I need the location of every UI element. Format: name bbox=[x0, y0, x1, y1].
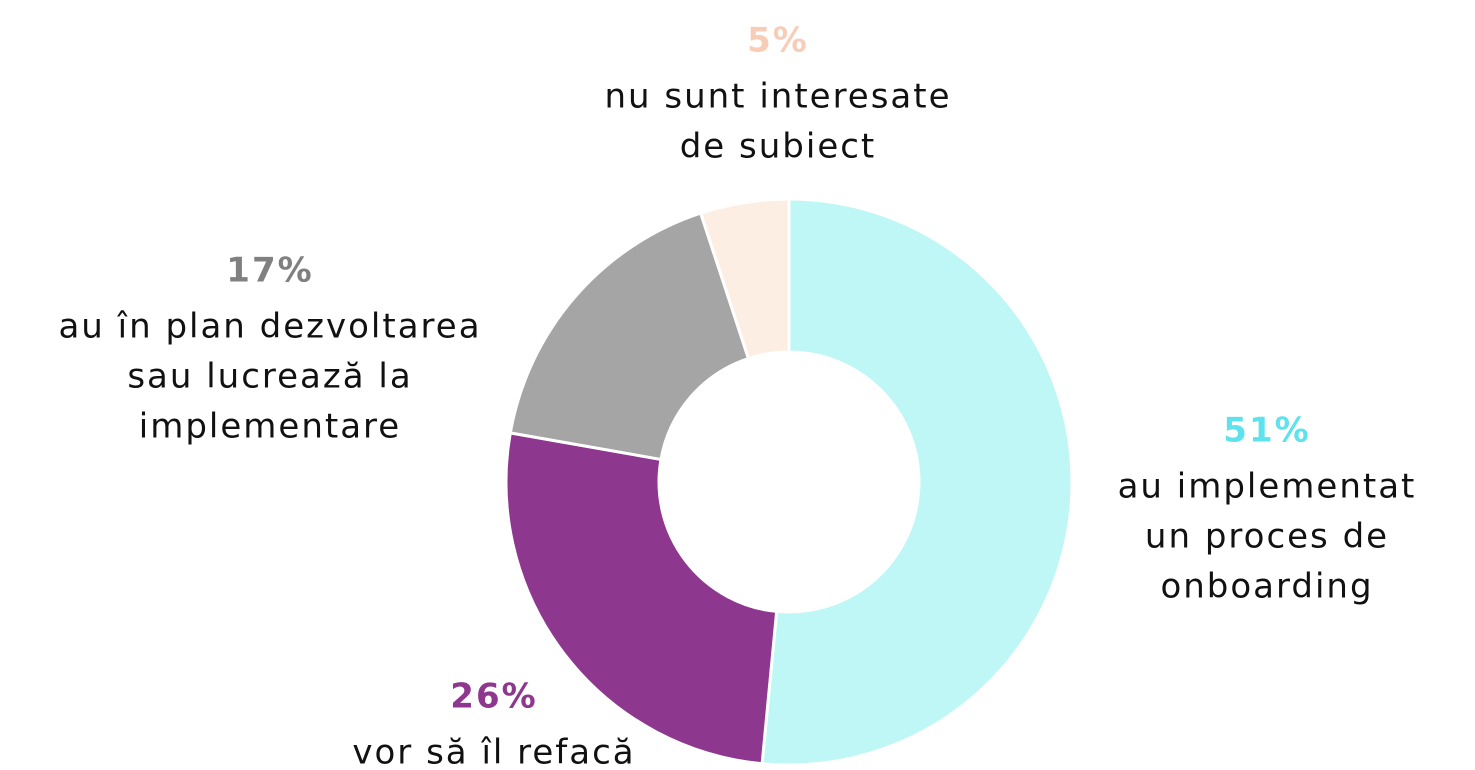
value-label: 5% bbox=[747, 21, 809, 61]
category-label: sau lucrează la bbox=[127, 357, 412, 397]
donut-slice bbox=[760, 197, 1074, 767]
category-label: implementare bbox=[139, 407, 401, 447]
donut-slice bbox=[698, 197, 791, 361]
category-label: un proces de bbox=[1145, 517, 1389, 557]
category-label: nu sunt interesate bbox=[604, 77, 951, 117]
category-label: au în plan dezvoltarea bbox=[58, 307, 481, 347]
value-label: 26% bbox=[450, 677, 537, 717]
value-label: 51% bbox=[1223, 411, 1310, 451]
category-label: au implementat bbox=[1118, 467, 1417, 507]
donut-slice bbox=[504, 431, 779, 766]
value-label: 17% bbox=[226, 251, 313, 291]
category-label: de subiect bbox=[680, 127, 877, 167]
donut-slice bbox=[508, 211, 751, 462]
category-label: onboarding bbox=[1160, 567, 1373, 607]
category-label: vor să îl refacă bbox=[352, 733, 635, 770]
